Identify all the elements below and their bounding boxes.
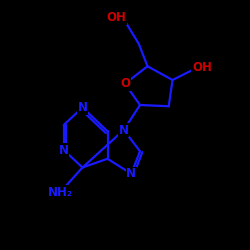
Text: O: O	[120, 77, 130, 90]
Text: NH₂: NH₂	[48, 186, 72, 199]
Text: N: N	[126, 167, 136, 180]
Text: OH: OH	[106, 11, 126, 24]
Text: N: N	[119, 124, 129, 136]
Text: N: N	[78, 101, 88, 114]
Text: OH: OH	[192, 61, 212, 74]
Text: N: N	[59, 144, 69, 156]
